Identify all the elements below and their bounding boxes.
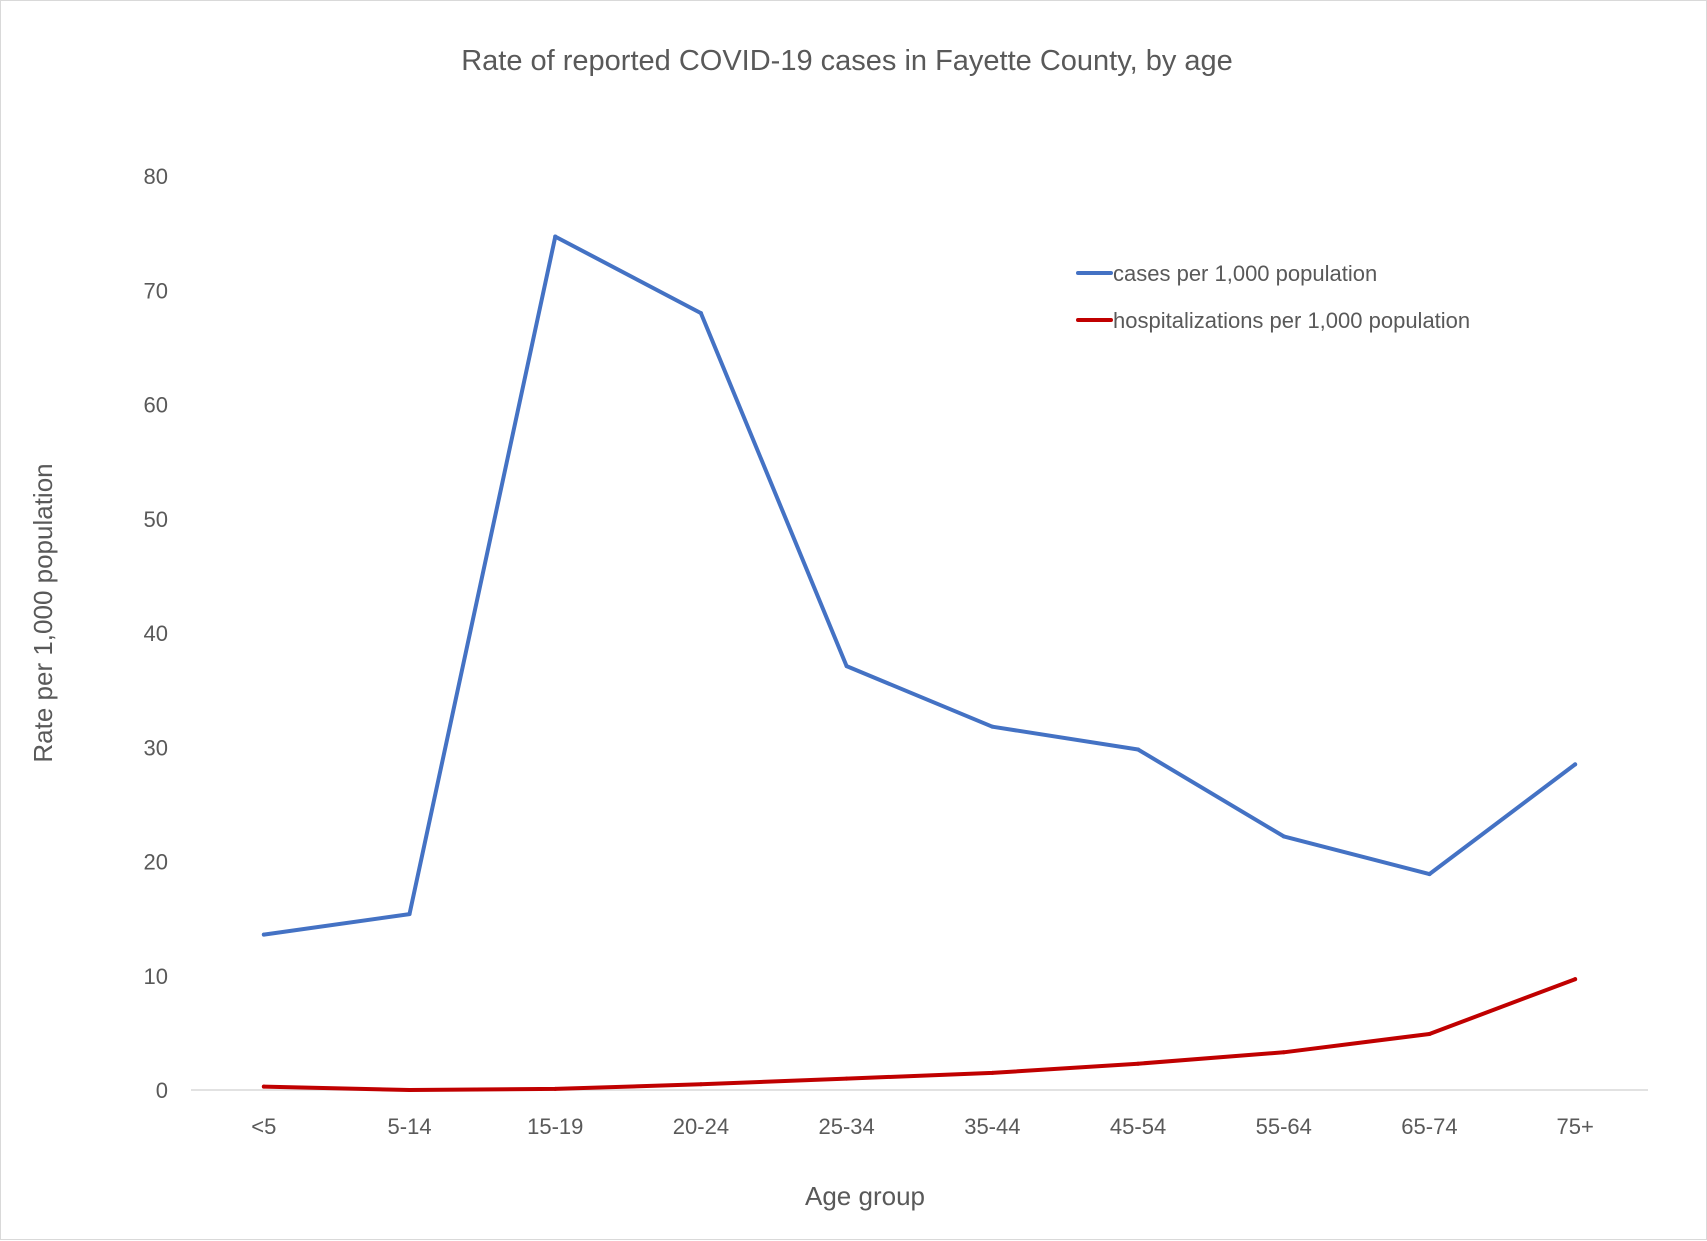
series-2-point <box>261 1084 266 1089</box>
x-axis-title: Age group <box>805 1181 925 1211</box>
x-tick-label: 15-19 <box>527 1114 583 1139</box>
series-2-point <box>407 1088 412 1092</box>
chart-title: Rate of reported COVID-19 cases in Fayet… <box>461 45 1233 77</box>
series-1-point <box>261 932 266 937</box>
x-tick-label: 45-54 <box>1110 1114 1166 1139</box>
series-2-point <box>698 1082 703 1087</box>
y-tick-label: 40 <box>144 621 168 646</box>
x-tick-label: 25-34 <box>819 1114 875 1139</box>
y-tick-label: 20 <box>144 850 168 875</box>
y-axis-ticks: 0 10 20 30 40 50 60 70 80 <box>144 164 168 1103</box>
series-1-point <box>407 912 412 917</box>
series-lines <box>261 234 1578 1092</box>
series-1-point <box>1427 872 1432 877</box>
series-2-point <box>1573 977 1578 982</box>
x-tick-label: 65-74 <box>1401 1114 1457 1139</box>
y-tick-label: 0 <box>156 1078 168 1103</box>
series-2-point <box>553 1086 558 1091</box>
series-line-2 <box>261 977 1578 1092</box>
x-tick-label: 35-44 <box>964 1114 1020 1139</box>
series-1-point <box>553 234 558 239</box>
series-1-point <box>1136 747 1141 752</box>
x-tick-label: 55-64 <box>1256 1114 1312 1139</box>
series-2-point <box>1136 1061 1141 1066</box>
y-tick-label: 70 <box>144 278 168 303</box>
y-tick-label: 80 <box>144 164 168 189</box>
series-2-point <box>1281 1050 1286 1055</box>
series-1-point <box>1281 834 1286 839</box>
series-1-point <box>990 724 995 729</box>
y-tick-label: 30 <box>144 735 168 760</box>
x-tick-label: 20-24 <box>673 1114 729 1139</box>
y-axis-title: Rate per 1,000 population <box>28 463 58 762</box>
x-tick-label: 75+ <box>1556 1114 1593 1139</box>
x-tick-label: <5 <box>251 1114 276 1139</box>
legend-label-1: cases per 1,000 population <box>1113 261 1377 286</box>
series-line-1 <box>261 234 1578 937</box>
series-2-point <box>1427 1032 1432 1037</box>
series-1-point <box>844 664 849 669</box>
x-tick-label: 5-14 <box>388 1114 432 1139</box>
y-tick-label: 50 <box>144 507 168 532</box>
legend-label-2: hospitalizations per 1,000 population <box>1113 308 1470 333</box>
legend: cases per 1,000 population hospitalizatio… <box>1076 261 1470 333</box>
series-2-point <box>844 1076 849 1081</box>
y-tick-label: 10 <box>144 964 168 989</box>
series-1-point <box>698 311 703 316</box>
y-tick-label: 60 <box>144 393 168 418</box>
series-1-point <box>1573 762 1578 767</box>
x-axis-ticks: <5 5-14 15-19 20-24 25-34 35-44 45-54 55-64 65-7… <box>251 1114 1594 1139</box>
series-2-point <box>990 1070 995 1075</box>
